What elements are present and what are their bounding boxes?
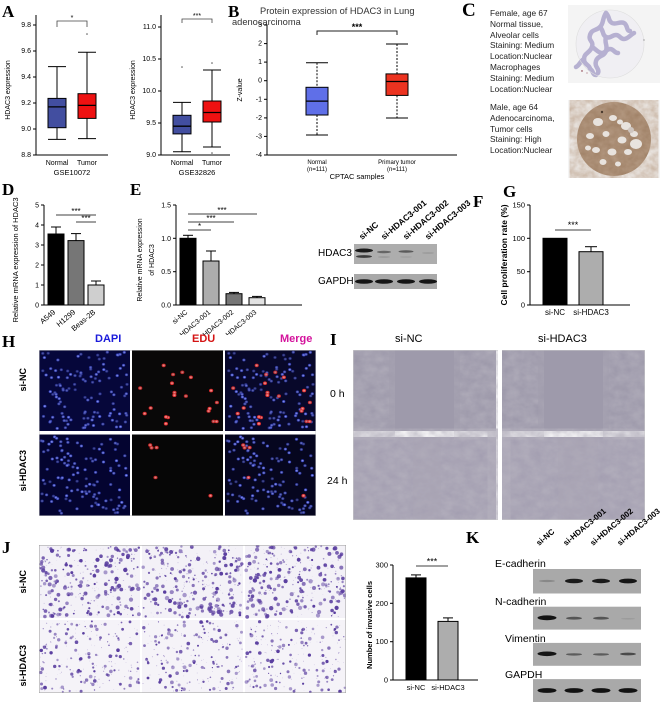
- svg-text:150: 150: [512, 201, 525, 210]
- svg-text:100: 100: [375, 637, 388, 646]
- svg-text:Relative mRNA expression of HD: Relative mRNA expression of HDAC3: [11, 197, 20, 322]
- svg-text:*: *: [198, 222, 201, 231]
- svg-text:1: 1: [35, 283, 39, 290]
- svg-text:Normal: Normal: [171, 160, 194, 167]
- svg-text:200: 200: [375, 599, 388, 608]
- svg-text:4: 4: [35, 223, 39, 230]
- svg-text:9.8: 9.8: [21, 22, 31, 29]
- svg-text:si-NC: si-NC: [407, 683, 426, 692]
- svg-text:0: 0: [258, 78, 262, 85]
- svg-text:10.0: 10.0: [142, 88, 156, 95]
- svg-text:50: 50: [517, 267, 525, 276]
- svg-text:***: ***: [427, 557, 438, 567]
- svg-text:Relative mRNA expression: Relative mRNA expression: [137, 218, 144, 301]
- svg-text:0: 0: [521, 301, 525, 310]
- svg-text:si-HDAC3: si-HDAC3: [431, 683, 464, 692]
- svg-text:si-NC: si-NC: [545, 308, 565, 317]
- svg-text:2: 2: [258, 41, 262, 48]
- svg-text:9.0: 9.0: [21, 126, 31, 133]
- svg-text:GSE10072: GSE10072: [54, 168, 91, 177]
- svg-text:***: ***: [71, 207, 80, 216]
- svg-text:*: *: [71, 15, 74, 22]
- svg-text:Tumor: Tumor: [77, 160, 98, 167]
- svg-text:9.2: 9.2: [21, 100, 31, 107]
- svg-text:***: ***: [352, 22, 363, 32]
- svg-text:10.5: 10.5: [142, 56, 156, 63]
- svg-text:si-HDAC3: si-HDAC3: [573, 308, 609, 317]
- svg-text:1.0: 1.0: [161, 236, 171, 243]
- svg-text:Z-value: Z-value: [237, 78, 244, 101]
- svg-text:GSE32826: GSE32826: [179, 168, 216, 177]
- svg-text:Normal: Normal: [46, 160, 69, 167]
- svg-text:-2: -2: [256, 115, 262, 122]
- svg-text:***: ***: [217, 206, 226, 215]
- svg-text:9.4: 9.4: [21, 74, 31, 81]
- svg-text:3: 3: [258, 22, 262, 29]
- svg-text:-4: -4: [256, 152, 262, 159]
- svg-text:***: ***: [193, 13, 201, 20]
- svg-text:5: 5: [35, 203, 39, 210]
- svg-text:9.5: 9.5: [146, 120, 156, 127]
- svg-text:9.6: 9.6: [21, 48, 31, 55]
- svg-text:8.8: 8.8: [21, 152, 31, 159]
- svg-text:-3: -3: [256, 133, 262, 140]
- svg-text:***: ***: [81, 214, 90, 223]
- svg-text:-1: -1: [256, 96, 262, 103]
- svg-text:***: ***: [206, 214, 215, 223]
- svg-text:0: 0: [35, 303, 39, 310]
- svg-text:si-NC: si-NC: [535, 527, 557, 547]
- svg-text:3: 3: [35, 243, 39, 250]
- svg-text:(n=111): (n=111): [307, 167, 327, 173]
- svg-text:of HDAC3: of HDAC3: [149, 244, 156, 276]
- svg-text:Normal: Normal: [307, 160, 326, 166]
- svg-text:0: 0: [384, 676, 388, 685]
- svg-text:300: 300: [375, 561, 388, 570]
- svg-text:(n=111): (n=111): [387, 167, 407, 173]
- svg-text:CPTAC samples: CPTAC samples: [330, 172, 385, 180]
- svg-text:100: 100: [512, 234, 525, 243]
- svg-text:si-NC: si-NC: [171, 309, 189, 326]
- svg-text:Cell proliferation rate (%): Cell proliferation rate (%): [499, 204, 509, 305]
- svg-text:11.0: 11.0: [143, 24, 156, 31]
- svg-text:0.5: 0.5: [161, 269, 171, 276]
- svg-text:Primary tumor: Primary tumor: [378, 160, 416, 166]
- svg-text:0.0: 0.0: [161, 303, 171, 310]
- svg-text:1: 1: [258, 59, 262, 66]
- svg-text:9.0: 9.0: [146, 152, 156, 159]
- svg-text:HDAC3 expression: HDAC3 expression: [130, 60, 137, 120]
- svg-text:si-NC: si-NC: [357, 220, 380, 242]
- svg-text:***: ***: [568, 220, 579, 230]
- svg-text:2: 2: [35, 263, 39, 270]
- svg-text:HDAC3 expression: HDAC3 expression: [5, 60, 12, 120]
- svg-text:Tumor: Tumor: [202, 160, 223, 167]
- svg-text:1.5: 1.5: [161, 203, 171, 210]
- svg-text:Number of invasive cells: Number of invasive cells: [365, 581, 374, 669]
